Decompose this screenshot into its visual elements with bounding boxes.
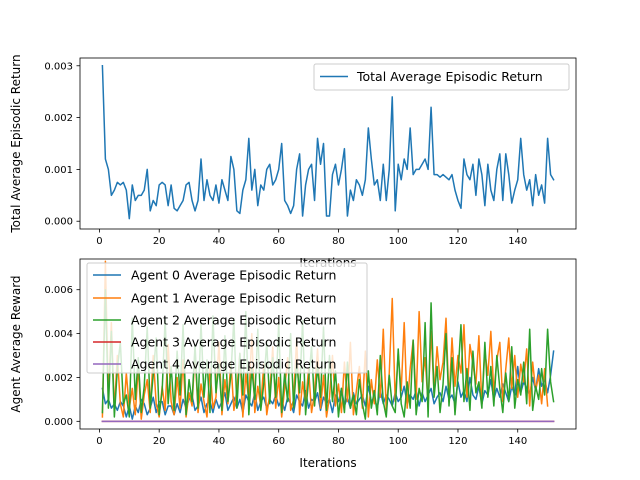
- total-return-axes-frame: [79, 57, 577, 230]
- agent-reward-legend: Agent 0 Average Episodic Return Agent 1 …: [86, 262, 368, 374]
- total-return-legend-box: [313, 63, 570, 91]
- total-return-y-tick-label: 0.001: [44, 165, 73, 176]
- total-return-x-tick-label: 60: [272, 236, 285, 247]
- agent-reward-x-tick-label: 60: [272, 436, 285, 447]
- total-return-x-tick-label: 140: [508, 236, 527, 247]
- total-return-legend: Total Average Episodic Return: [313, 63, 570, 91]
- legend-label-agent-3: Agent 3 Average Episodic Return: [131, 335, 336, 350]
- total-return-series-0: [101, 64, 555, 220]
- total-return-y-tick-label: 0.003: [44, 61, 73, 72]
- agent-reward-x-tick-label: 0: [96, 436, 102, 447]
- total-return-y-tick-label: 0.000: [44, 217, 73, 228]
- legend-label-agent-2: Agent 2 Average Episodic Return: [131, 313, 336, 328]
- total-return-y-axis-label: Total Average Episodic Return: [9, 54, 23, 233]
- total-return-ticks: 0 20 40 60 80 100 120 140 0.000 0.001 0.002 0.003: [44, 61, 527, 247]
- agent-reward-axes-frame: [79, 258, 577, 430]
- agent-reward-x-tick-label: 140: [508, 436, 527, 447]
- legend-label-agent-4: Agent 4 Average Episodic Return: [131, 357, 336, 372]
- agent-reward-x-axis-label: Iterations: [299, 456, 356, 470]
- agent-reward-x-tick-label: 120: [448, 436, 467, 447]
- total-return-x-tick-label: 20: [153, 236, 166, 247]
- total-return-x-tick-label: 100: [389, 236, 408, 247]
- agent-reward-plot: 0 20 40 60 80 100 120 140 0.000 0.002 0.004 0.006 I…: [9, 258, 577, 470]
- agent-reward-legend-box: [86, 262, 368, 374]
- legend-label-total-return: Total Average Episodic Return: [356, 69, 543, 84]
- agent-reward-x-tick-label: 40: [213, 436, 226, 447]
- total-return-series-layer: [101, 64, 555, 220]
- legend-label-agent-0: Agent 0 Average Episodic Return: [131, 268, 336, 283]
- total-return-x-tick-label: 0: [96, 236, 102, 247]
- total-return-x-tick-label: 80: [332, 236, 345, 247]
- agent-reward-y-tick-label: 0.004: [44, 329, 73, 340]
- agent-reward-ticks: 0 20 40 60 80 100 120 140 0.000 0.002 0.004 0.006: [44, 285, 527, 447]
- agent-reward-y-tick-label: 0.006: [44, 285, 73, 296]
- agent-reward-x-tick-label: 100: [389, 436, 408, 447]
- total-return-x-tick-label: 120: [448, 236, 467, 247]
- total-return-x-tick-label: 40: [213, 236, 226, 247]
- legend-label-agent-1: Agent 1 Average Episodic Return: [131, 291, 336, 306]
- agent-reward-x-tick-label: 80: [332, 436, 345, 447]
- agent-reward-y-tick-label: 0.000: [44, 417, 73, 428]
- total-return-y-tick-label: 0.002: [44, 113, 73, 124]
- agent-reward-x-tick-label: 20: [153, 436, 166, 447]
- agent-reward-series-0: [101, 350, 555, 420]
- agent-reward-y-axis-label: Agent Average Reward: [9, 275, 23, 412]
- agent-reward-y-tick-label: 0.002: [44, 373, 73, 384]
